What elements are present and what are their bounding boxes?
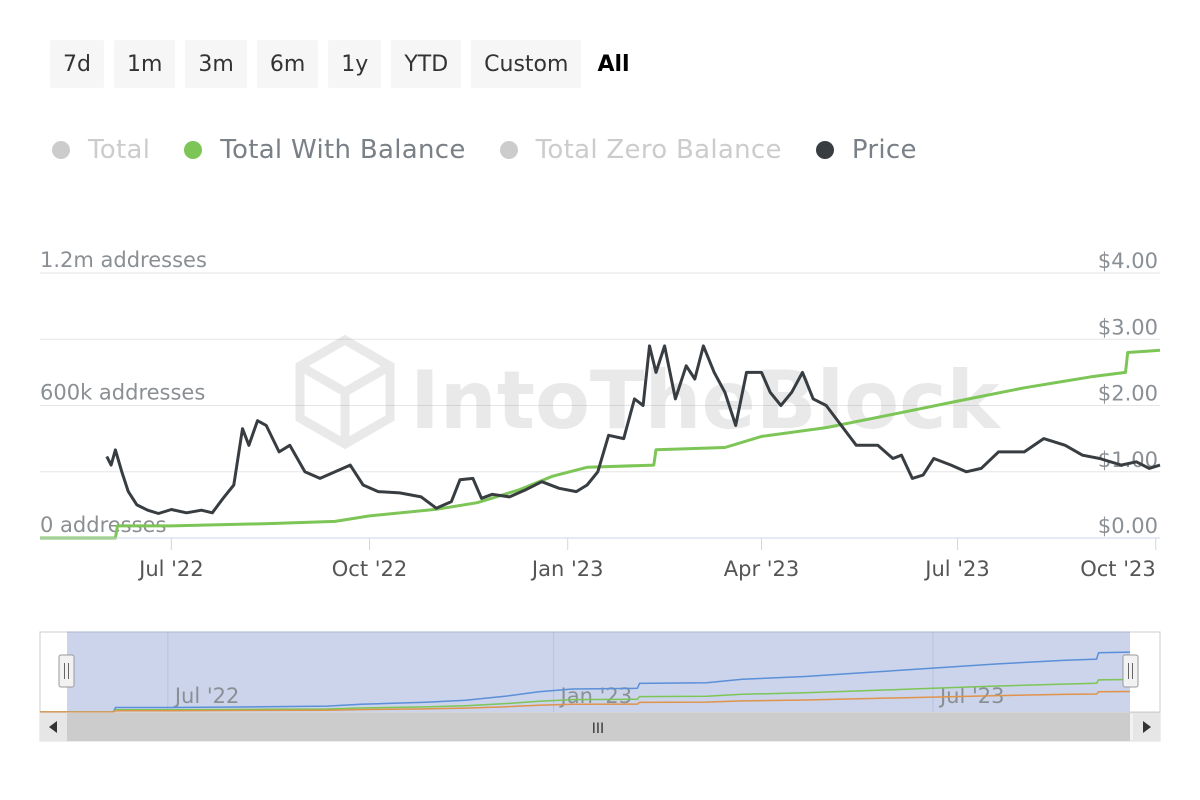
intotheblock-logo-icon	[295, 334, 395, 450]
series-lines	[40, 344, 1161, 540]
range-button-ytd[interactable]: YTD	[391, 40, 462, 88]
range-selector: 7d 1m 3m 6m 1y YTD Custom All	[50, 40, 636, 88]
legend-dot-icon	[815, 141, 834, 159]
navigator-grid	[167, 632, 934, 712]
navigator-series-line	[40, 678, 1131, 713]
navigator-series-line	[40, 651, 1131, 713]
range-button-7d[interactable]: 7d	[50, 40, 104, 88]
scroll-right-arrow-icon[interactable]	[1133, 713, 1160, 741]
range-button-1m[interactable]: 1m	[113, 40, 176, 88]
y-right-tick-label: $4.00	[1098, 249, 1158, 273]
main-chart: IntoTheBlock $0.00$1.00$2.00$3.00$4.000 …	[40, 248, 1161, 581]
x-axis: Jul '22 Oct '22 Jan '23 Apr '23 Jul '23 Oct '…	[40, 537, 1160, 581]
x-tick-label: Jul '22	[137, 557, 204, 581]
scrollbar-grip-icon: III	[592, 721, 604, 737]
range-button-6m[interactable]: 6m	[256, 40, 319, 88]
x-tick-label: Oct '23	[1080, 557, 1155, 581]
legend-item-total-with-balance[interactable]: Total With Balance	[184, 135, 465, 165]
navigator-selection[interactable]	[67, 632, 1130, 712]
range-button-custom[interactable]: Custom	[471, 40, 582, 88]
navigator-right-handle[interactable]	[1122, 654, 1139, 688]
navigator-series	[40, 651, 1131, 713]
series-line-price	[105, 344, 1161, 515]
legend-label: Total	[88, 135, 151, 165]
range-button-1y[interactable]: 1y	[328, 40, 382, 88]
x-tick-label: Oct '22	[332, 557, 407, 581]
legend-label: Total Zero Balance	[535, 135, 782, 165]
axis-labels: $0.00$1.00$2.00$3.00$4.000 addresses600k…	[40, 248, 1158, 538]
watermark: IntoTheBlock	[295, 334, 1001, 450]
x-tick-label: Apr '23	[724, 557, 800, 581]
y-right-tick-label: $2.00	[1098, 382, 1158, 406]
legend-label: Price	[851, 135, 917, 165]
scroll-left-arrow-icon[interactable]	[40, 713, 67, 741]
y-right-tick-label: $3.00	[1098, 315, 1158, 339]
range-button-3m[interactable]: 3m	[185, 40, 247, 88]
range-button-all[interactable]: All	[591, 40, 635, 88]
y-left-tick-label: 1.2m addresses	[40, 248, 207, 272]
series-line-total-with-balance	[40, 348, 1161, 540]
navigator-x-label: Jul '22	[173, 684, 240, 708]
legend-dot-icon	[52, 141, 70, 159]
scrollbar-thumb[interactable]	[67, 713, 1130, 741]
watermark-text: IntoTheBlock	[410, 354, 1001, 447]
chart-legend: Total Total With Balance Total Zero Bala…	[52, 130, 951, 170]
x-tick-label: Jan '23	[530, 557, 604, 581]
legend-item-total-zero-balance[interactable]: Total Zero Balance	[499, 135, 782, 165]
y-left-tick-label: 600k addresses	[40, 381, 205, 405]
legend-item-total[interactable]: Total	[52, 135, 150, 165]
x-tick-label: Jul '23	[923, 557, 990, 581]
y-right-tick-label: $0.00	[1098, 514, 1158, 538]
legend-label: Total With Balance	[220, 135, 466, 165]
legend-item-price[interactable]: Price	[815, 135, 917, 165]
legend-dot-icon	[499, 141, 518, 159]
legend-dot-icon	[184, 141, 203, 159]
navigator-series-line	[40, 690, 1131, 713]
navigator-left-handle[interactable]	[58, 654, 75, 688]
